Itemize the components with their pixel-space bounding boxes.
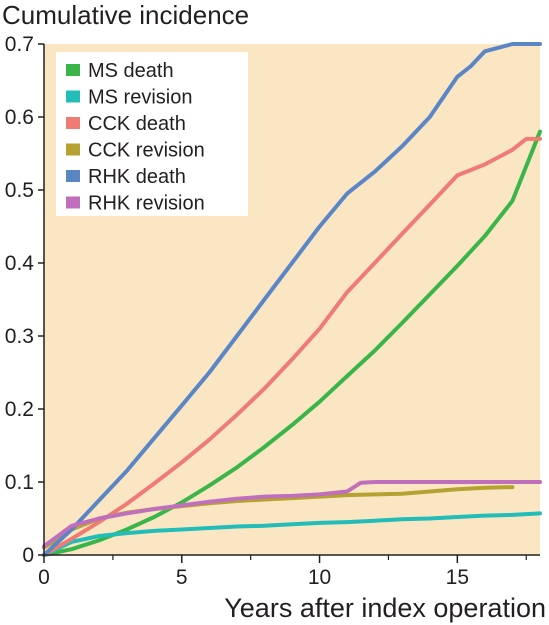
legend-swatch-rhk-death [66, 170, 80, 182]
legend-swatch-cck-death [66, 117, 80, 129]
x-axis-ticks: 0 5 10 15 [38, 555, 527, 589]
legend-swatch-cck-revision [66, 143, 80, 156]
legend-label-cck-death: CCK death [88, 113, 186, 135]
legend-swatch-ms-death [66, 64, 80, 76]
legend-box [56, 52, 248, 216]
legend-label-rhk-revision: RHK revision [88, 193, 205, 215]
series-line-cck-death [42, 136, 542, 557]
y-tick-label: 0.7 [5, 33, 34, 56]
x-tick-label: 5 [176, 566, 188, 589]
y-tick-label: 0.2 [5, 398, 34, 421]
legend-label-rhk-death: RHK death [88, 166, 186, 188]
series-line-rhk-death [42, 42, 542, 557]
x-axis-title: Years after index operation [224, 593, 546, 623]
y-tick-label: 0.1 [5, 471, 34, 494]
y-tick-label: 0.6 [5, 106, 34, 129]
legend-swatch-rhk-revision [66, 196, 80, 209]
y-tick-label: 0.5 [5, 179, 34, 202]
y-tick-label: 0.4 [5, 252, 35, 275]
legend-label-ms-revision: MS revision [88, 87, 192, 109]
legend-label-cck-revision: CCK revision [88, 140, 205, 162]
x-tick-label: 10 [308, 566, 331, 589]
x-tick-label: 15 [446, 566, 469, 589]
series-line-ms-death [42, 129, 542, 557]
series-group [42, 42, 542, 557]
y-tick-label: 0.3 [5, 325, 34, 348]
series-line-ms-revision [42, 511, 542, 557]
x-tick-label: 0 [38, 566, 50, 589]
legend: MS death MS revision CCK death CCK revision… [56, 52, 248, 216]
legend-label-ms-death: MS death [88, 60, 174, 82]
y-tick-label: 0 [22, 544, 34, 567]
y-axis-ticks: 0 0.1 0.2 0.3 0.4 0.5 0.6 0.7 [5, 33, 44, 567]
legend-swatch-ms-revision [66, 90, 80, 103]
series-line-rhk-revision [42, 480, 542, 549]
y-axis-title: Cumulative incidence [2, 0, 249, 30]
